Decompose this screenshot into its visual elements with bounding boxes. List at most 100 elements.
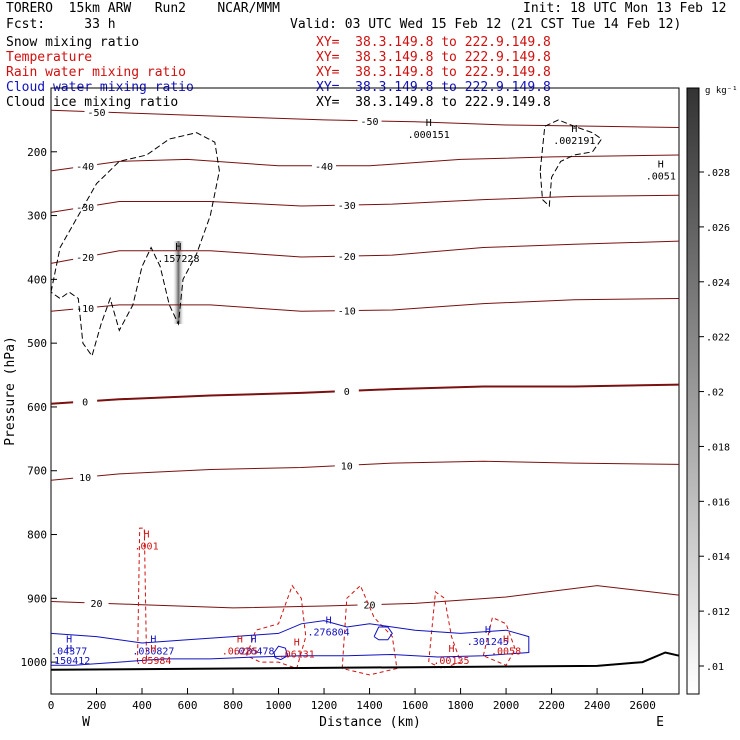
legend-temperature-xy: XY= 38.3.149.8 to 222.9.149.8 — [316, 50, 551, 65]
valid-time: Valid: 03 UTC Wed 15 Feb 12 (21 CST Tue … — [290, 17, 682, 32]
init-time: Init: 18 UTC Mon 13 Feb 12 — [523, 1, 727, 16]
temperature-label-bg — [357, 598, 382, 611]
y-tick-label: 700 — [27, 465, 47, 478]
temperature-label-bg — [334, 459, 359, 472]
cloud-water-max-h-marker: H — [250, 635, 256, 646]
rain-max-h-marker: H — [448, 644, 454, 655]
colorbar-tick-label: .012 — [706, 607, 730, 618]
cloud-water-max-h-marker: H — [326, 615, 332, 626]
rain-contour — [137, 527, 148, 663]
rain-max-value: .001 — [135, 541, 159, 552]
x-tick-label: 2000 — [493, 699, 520, 712]
rain-max-h-marker: H — [237, 635, 243, 646]
snow-max-value: .002191 — [553, 136, 595, 147]
temperature-contours: -50 -50 -40 -40 -30 -30 -20 -20 -10 -10 0 0 10 10 20 20 — [50, 105, 680, 612]
west-label: W — [82, 715, 90, 730]
colorbar-tick-label: .024 — [706, 278, 730, 289]
rain-max-h-marker: H — [294, 638, 300, 649]
x-axis-title: Distance (km) — [319, 715, 421, 730]
colorbar-tick-label: .026 — [706, 223, 730, 234]
colorbar-ramp — [686, 87, 700, 695]
y-tick-label: 500 — [27, 337, 47, 350]
temperature-label-bg — [357, 114, 382, 127]
colorbar-unit: g kg⁻¹ — [705, 86, 738, 96]
cloud-water-max-value: .276804 — [308, 627, 350, 638]
temperature-contour — [50, 383, 680, 405]
temperature-label-bg — [73, 160, 98, 173]
colorbar-tick-label: .018 — [706, 442, 730, 453]
temperature-label: -10 — [76, 304, 94, 315]
y-tick-label: 300 — [27, 210, 47, 223]
x-tick-label: 1600 — [402, 699, 429, 712]
temperature-label-bg — [334, 199, 359, 212]
legend-cloud-ice: Cloud ice mixing ratio — [6, 95, 179, 110]
temperature-label: -30 — [338, 201, 356, 212]
temperature-contour — [50, 194, 680, 213]
temperature-label: 0 — [344, 387, 350, 398]
temperature-label-bg — [312, 159, 337, 172]
x-tick-label: 2400 — [584, 699, 611, 712]
temperature-contour — [50, 154, 680, 172]
legend-snow-xy: XY= 38.3.149.8 to 222.9.149.8 — [316, 35, 551, 50]
y-tick-label: 200 — [27, 146, 47, 159]
x-tick-label: 600 — [178, 699, 198, 712]
east-label: E — [656, 715, 664, 730]
snow-contour — [50, 132, 220, 358]
x-tick-label: 400 — [132, 699, 152, 712]
x-tick-label: 0 — [48, 699, 55, 712]
surface-line — [50, 651, 680, 671]
colorbar-tick-label: .014 — [706, 552, 730, 563]
legend-cloud-ice-xy: XY= 38.3.149.8 to 222.9.149.8 — [316, 95, 551, 110]
legend-temperature: Temperature — [6, 50, 93, 65]
snow-max-h-marker: H — [175, 242, 181, 253]
cloud-water-max-value: .030827 — [132, 647, 174, 658]
cloud-water-max-h-marker: H — [66, 644, 72, 655]
temperature-label: -20 — [76, 253, 94, 264]
rain-max-value: .00135 — [433, 656, 469, 667]
temperature-label: -40 — [315, 162, 333, 173]
temperature-label-bg — [334, 304, 359, 317]
x-tick-label: 2200 — [538, 699, 565, 712]
temperature-label: -40 — [76, 162, 94, 173]
colorbar-tick-label: .022 — [706, 333, 730, 344]
temperature-label: -50 — [87, 108, 105, 119]
temperature-label: -20 — [338, 252, 356, 263]
snow-shading-layer — [172, 241, 185, 325]
colorbar: .01 .012 .014 .016 .018 .02 .022 .024 .026 .028 — [686, 87, 730, 695]
temperature-label: 10 — [341, 461, 353, 472]
cloud-water-contours — [50, 620, 530, 666]
cloud-water-contour — [50, 620, 530, 666]
legend-rain-xy: XY= 38.3.149.8 to 222.9.149.8 — [316, 65, 551, 80]
cloud-water-max-value: .150412 — [48, 656, 90, 667]
y-tick-label: 900 — [27, 592, 47, 605]
temperature-label-bg — [73, 471, 98, 484]
model-title: TORERO 15km ARW Run2 NCAR/MMM — [6, 1, 280, 16]
cloud-water-max-value: .04377 — [51, 647, 87, 658]
rain-max-h-marker: H — [503, 635, 509, 646]
x-tick-label: 1200 — [311, 699, 338, 712]
temperature-label-bg — [334, 250, 359, 263]
snow-max-value: .157228 — [157, 254, 199, 265]
terrain-line — [50, 651, 680, 671]
temperature-label: -10 — [338, 307, 356, 318]
x-tick-label: 200 — [87, 699, 107, 712]
y-tick-label: 600 — [27, 401, 47, 414]
snow-max-h-marker: H — [426, 118, 432, 129]
x-tick-label: 1400 — [356, 699, 383, 712]
y-axis-title: Pressure (hPa) — [3, 336, 18, 446]
cloud-water-max-h-marker: H — [485, 625, 491, 636]
snow-max-h-marker: H — [571, 124, 577, 135]
plot-frame — [50, 87, 680, 695]
snow-max-value: .0051 — [646, 171, 676, 182]
x-tick-label: 1000 — [265, 699, 292, 712]
temperature-contour — [50, 298, 680, 312]
rain-contour — [246, 584, 307, 670]
legend-rain: Rain water mixing ratio — [6, 65, 187, 80]
rain-max-value: .06131 — [279, 650, 315, 661]
temperature-label: -50 — [361, 117, 379, 128]
snow-contour — [539, 119, 603, 208]
temperature-label-bg — [73, 395, 98, 408]
snow-shading — [172, 241, 185, 325]
y-tick-label: 400 — [27, 273, 47, 286]
